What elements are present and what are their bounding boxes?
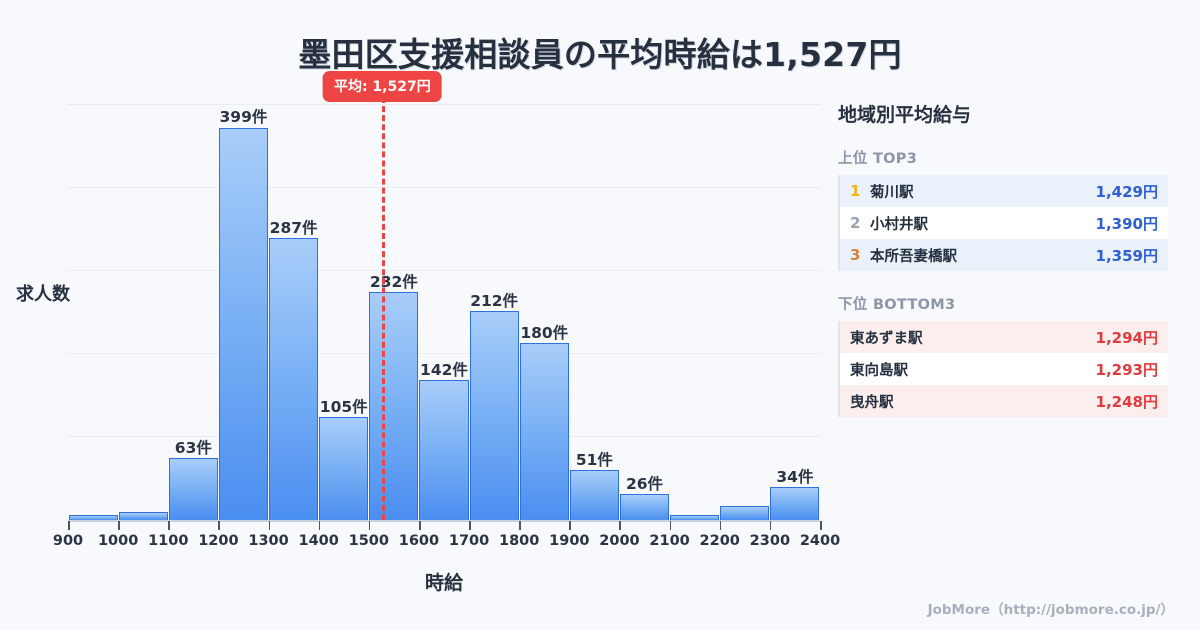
- axis-tick-label: 1300: [248, 533, 289, 549]
- axis-tick-label: 900: [52, 533, 84, 549]
- axis-tick-label: 2200: [699, 533, 740, 549]
- histogram-bar: [770, 486, 820, 520]
- x-axis-line: [68, 520, 820, 522]
- axis-tick: [719, 521, 722, 530]
- axis-tick: [268, 521, 271, 530]
- gridline: [68, 270, 820, 271]
- top3-list: 1 菊川駅 1,429円 2 小村井駅 1,390円 3 本所吾妻橋駅 1,359円: [838, 175, 1168, 271]
- axis-tick-label: 1100: [148, 533, 189, 549]
- axis-tick: [820, 521, 822, 530]
- histogram-bar: [519, 342, 569, 520]
- axis-tick-label: 2100: [649, 533, 690, 549]
- axis-tick: [368, 521, 371, 530]
- histogram-bar: [319, 416, 369, 520]
- axis-tick: [68, 521, 70, 530]
- station-name: 東向島駅: [850, 362, 908, 379]
- station-wage-value: 1,359円: [1095, 246, 1158, 265]
- histogram-bar: [68, 515, 118, 520]
- station-name: 東あずま駅: [850, 330, 923, 347]
- ranking-row: 東あずま駅 1,294円: [840, 321, 1168, 353]
- axis-tick-label: 1000: [97, 533, 139, 549]
- axis-tick-label: 2000: [599, 533, 640, 549]
- bar-value-label: 142件: [420, 361, 468, 380]
- axis-tick: [168, 521, 170, 530]
- histogram-chart: 求人数 63件 399件 287件 105件 232件 142件 212件 180件 51件 26…: [0, 71, 840, 594]
- axis-tick-label: 2300: [749, 533, 791, 549]
- station-name: 曳舟駅: [850, 394, 894, 411]
- histogram-bar: [168, 458, 218, 520]
- axis-tick: [418, 521, 421, 530]
- axis-tick: [118, 521, 120, 530]
- axis-tick-label: 1200: [198, 533, 239, 549]
- histogram-bar: [269, 237, 319, 520]
- histogram-bar: [670, 515, 720, 520]
- bar-value-label: 212件: [470, 292, 519, 311]
- axis-tick: [619, 521, 622, 530]
- axis-tick-label: 1700: [448, 533, 490, 549]
- rank-number: 3: [850, 246, 861, 264]
- ranking-row: 曳舟駅 1,248円: [840, 385, 1168, 417]
- region-salary-panel: 地域別平均給与 上位 TOP3 1 菊川駅 1,429円 2 小村井駅 1,390円 3 本所…: [838, 100, 1168, 439]
- station-wage-value: 1,294円: [1095, 328, 1158, 347]
- ranking-row: 1 菊川駅 1,429円: [840, 175, 1168, 207]
- histogram-bar: [619, 494, 670, 520]
- page-title: 墨田区支援相談員の平均時給は1,527円: [298, 35, 902, 74]
- panel-heading: 地域別平均給与: [838, 104, 972, 126]
- axis-tick-label: 1900: [549, 533, 590, 549]
- axis-tick: [669, 521, 672, 530]
- axis-tick: [769, 521, 772, 530]
- rank-number: 2: [850, 214, 861, 232]
- axis-tick: [519, 521, 521, 530]
- bar-value-label: 26件: [625, 475, 664, 494]
- station-name: 菊川駅: [870, 184, 914, 201]
- gridline: [68, 353, 820, 354]
- bar-value-label: 180件: [520, 323, 569, 342]
- axis-tick-label: 2400: [799, 533, 841, 549]
- bar-value-label: 51件: [575, 450, 613, 469]
- axis-tick: [469, 521, 471, 530]
- bar-value-label: 63件: [174, 439, 212, 458]
- histogram-bar: [469, 311, 519, 520]
- axis-tick: [218, 521, 220, 530]
- bar-value-label: 287件: [269, 218, 318, 237]
- bar-value-label: 105件: [319, 397, 368, 416]
- ranking-row: 東向島駅 1,293円: [840, 353, 1168, 385]
- average-badge: 平均: 1,527円: [322, 71, 442, 102]
- ranking-row: 3 本所吾妻橋駅 1,359円: [840, 239, 1168, 271]
- top3-label: 上位 TOP3: [838, 151, 918, 167]
- station-wage-value: 1,248円: [1095, 392, 1158, 411]
- axis-tick-label: 1400: [298, 533, 339, 549]
- histogram-bar: [720, 506, 770, 520]
- station-name: 本所吾妻橋駅: [870, 248, 957, 265]
- station-wage-value: 1,390円: [1095, 214, 1158, 233]
- axis-tick-label: 1800: [499, 533, 540, 549]
- bottom3-list: 東あずま駅 1,294円東向島駅 1,293円曳舟駅 1,248円: [838, 321, 1168, 417]
- histogram-bar: [218, 127, 269, 520]
- y-axis-title: 求人数: [16, 284, 70, 305]
- station-wage-value: 1,429円: [1095, 182, 1158, 201]
- axis-tick: [318, 521, 321, 530]
- bar-value-label: 399件: [219, 108, 268, 127]
- footer-attribution: JobMore（http://jobmore.co.jp/）: [927, 602, 1174, 618]
- histogram-bar: [118, 512, 168, 520]
- axis-tick-label: 1600: [398, 533, 440, 549]
- bar-value-label: 232件: [369, 272, 418, 291]
- gridline: [68, 187, 820, 188]
- rank-number: 1: [850, 182, 861, 200]
- ranking-row: 2 小村井駅 1,390円: [840, 207, 1168, 239]
- station-wage-value: 1,293円: [1095, 360, 1158, 379]
- average-line: [382, 97, 386, 520]
- histogram-bar: [369, 291, 419, 520]
- plot-area: 63件 399件 287件 105件 232件 142件 212件 180件 51件 26件 34件…: [53, 71, 840, 603]
- histogram-bar: [419, 380, 469, 520]
- bar-value-label: 34件: [776, 467, 814, 486]
- bottom3-label: 下位 BOTTOM3: [838, 297, 956, 313]
- axis-tick: [569, 521, 571, 530]
- station-name: 小村井駅: [870, 216, 928, 233]
- axis-tick-label: 1500: [348, 533, 389, 549]
- histogram-bar: [569, 469, 619, 520]
- x-axis-title: 時給: [424, 572, 463, 594]
- gridline: [68, 104, 820, 105]
